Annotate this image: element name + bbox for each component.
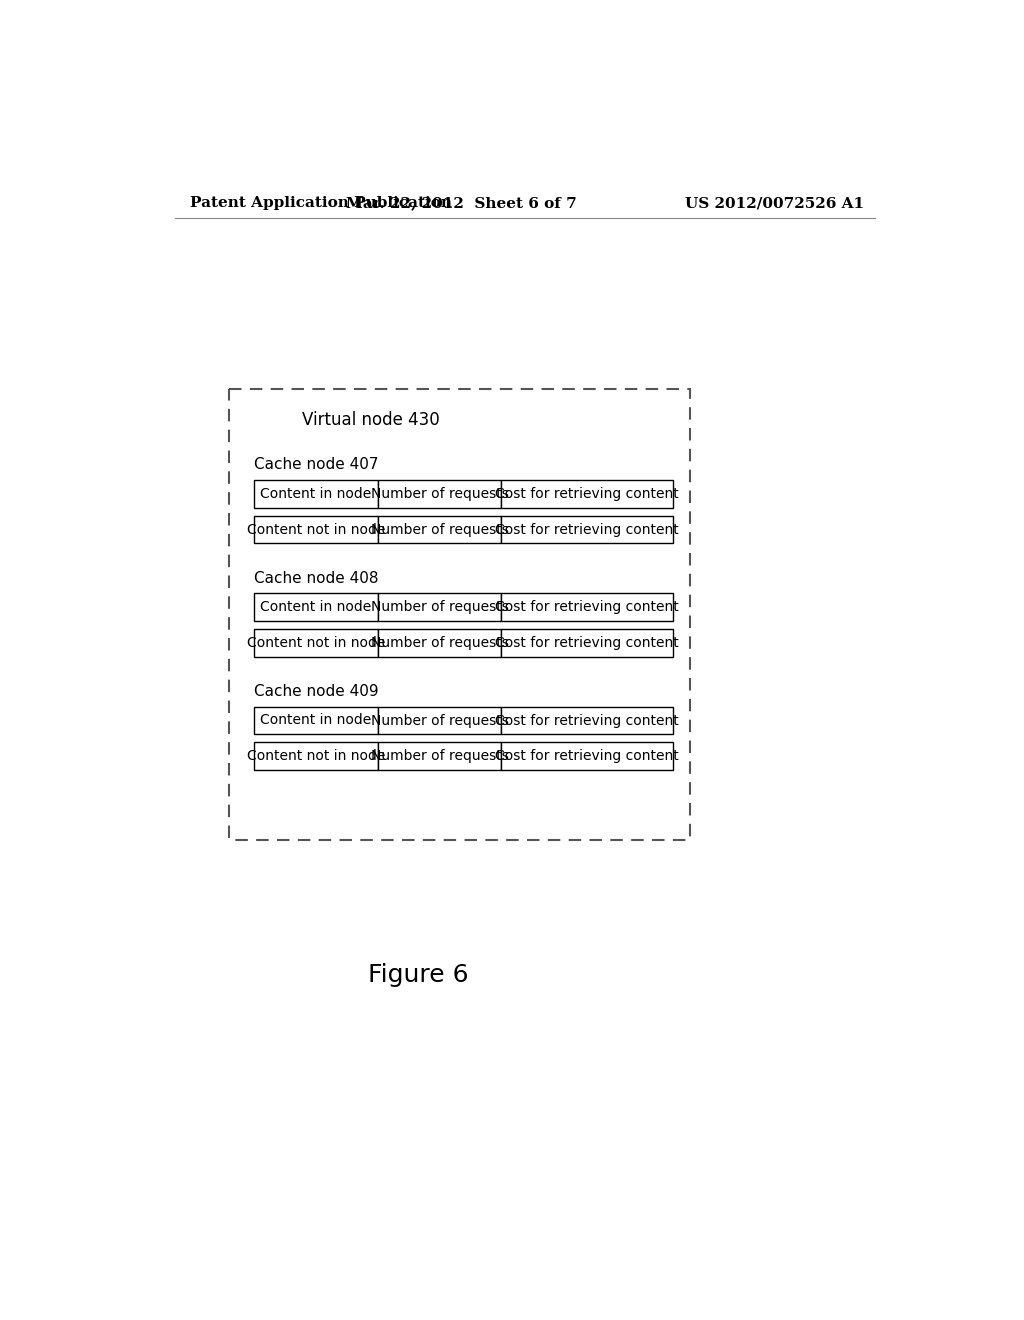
Bar <box>254 480 378 508</box>
Text: Content not in node: Content not in node <box>247 636 385 649</box>
Bar <box>501 628 673 656</box>
Text: Cost for retrieving content: Cost for retrieving content <box>496 714 679 727</box>
Text: Mar. 22, 2012  Sheet 6 of 7: Mar. 22, 2012 Sheet 6 of 7 <box>346 197 577 210</box>
Text: Number of requests: Number of requests <box>371 601 509 614</box>
Text: Cost for retrieving content: Cost for retrieving content <box>496 748 679 763</box>
Text: US 2012/0072526 A1: US 2012/0072526 A1 <box>685 197 864 210</box>
Text: Cache node 408: Cache node 408 <box>254 570 379 586</box>
Text: Cost for retrieving content: Cost for retrieving content <box>496 601 679 614</box>
Bar <box>378 742 501 770</box>
Bar <box>254 706 378 734</box>
Text: Content in node: Content in node <box>260 601 372 614</box>
Bar <box>378 480 501 508</box>
Bar <box>378 628 501 656</box>
Text: Content in node: Content in node <box>260 714 372 727</box>
Bar <box>501 516 673 544</box>
Text: Number of requests: Number of requests <box>371 523 509 536</box>
Bar <box>501 480 673 508</box>
Bar <box>378 706 501 734</box>
Bar <box>378 594 501 622</box>
Bar <box>254 742 378 770</box>
Text: Cost for retrieving content: Cost for retrieving content <box>496 636 679 649</box>
Text: Cost for retrieving content: Cost for retrieving content <box>496 523 679 536</box>
Text: Content not in node: Content not in node <box>247 523 385 536</box>
Bar <box>254 594 378 622</box>
Bar <box>378 516 501 544</box>
Text: Virtual node 430: Virtual node 430 <box>302 412 440 429</box>
Bar <box>501 706 673 734</box>
Text: Number of requests: Number of requests <box>371 714 509 727</box>
Text: Patent Application Publication: Patent Application Publication <box>190 197 452 210</box>
Bar <box>501 594 673 622</box>
Text: Number of requests: Number of requests <box>371 748 509 763</box>
Text: Cache node 409: Cache node 409 <box>254 684 379 698</box>
Text: Cost for retrieving content: Cost for retrieving content <box>496 487 679 502</box>
Bar <box>228 389 690 840</box>
Text: Cache node 407: Cache node 407 <box>254 457 379 473</box>
Text: Figure 6: Figure 6 <box>369 962 469 986</box>
Bar <box>254 516 378 544</box>
Bar <box>254 628 378 656</box>
Bar <box>501 742 673 770</box>
Text: Content not in node: Content not in node <box>247 748 385 763</box>
Text: Content in node: Content in node <box>260 487 372 502</box>
Text: Number of requests: Number of requests <box>371 636 509 649</box>
Text: Number of requests: Number of requests <box>371 487 509 502</box>
